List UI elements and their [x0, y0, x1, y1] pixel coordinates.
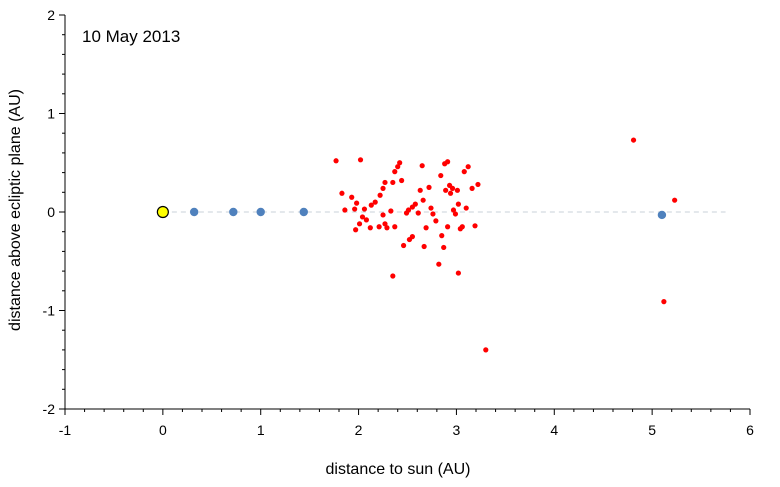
asteroid-point — [390, 273, 396, 279]
y-tick-label: 0 — [47, 204, 55, 220]
asteroid-point — [349, 194, 355, 200]
asteroid-point — [382, 221, 388, 227]
sun-point — [156, 205, 169, 219]
asteroid-point — [356, 221, 363, 227]
asteroid-point — [384, 225, 390, 231]
asteroid-point — [452, 211, 459, 217]
asteroid-point — [447, 190, 454, 196]
asteroid-point — [449, 185, 456, 191]
x-axis-title: distance to sun (AU) — [326, 461, 471, 478]
asteroid-point — [438, 172, 444, 179]
asteroid-point — [399, 177, 405, 184]
x-tick-label: 0 — [159, 422, 167, 438]
x-tick-label: -1 — [59, 422, 72, 438]
asteroid-point — [475, 181, 481, 188]
asteroid-point — [405, 207, 412, 213]
asteroid-point — [433, 218, 439, 224]
asteroid-point — [392, 224, 398, 230]
asteroid-point — [439, 233, 445, 239]
date-annotation: 10 May 2013 — [82, 27, 180, 46]
asteroid-point — [412, 201, 418, 207]
asteroid-point — [419, 163, 425, 169]
y-tick-label: 1 — [47, 106, 55, 122]
x-tick-label: 2 — [355, 422, 363, 438]
asteroid-point — [436, 261, 442, 267]
asteroid-point — [630, 137, 637, 143]
asteroid-point — [417, 187, 423, 193]
y-tick-label: -1 — [43, 303, 56, 319]
data-points — [156, 137, 678, 353]
planet-point — [229, 207, 238, 217]
x-axis-ticks: -1 0 1 2 3 4 5 6 — [59, 409, 754, 438]
asteroid-point — [382, 179, 388, 186]
asteroid-point — [483, 347, 489, 353]
asteroid-point — [430, 211, 436, 217]
asteroid-point — [333, 158, 339, 164]
asteroid-point — [415, 210, 421, 216]
y-axis-ticks: -2 -1 0 1 2 — [43, 7, 65, 417]
asteroid-point — [359, 214, 366, 220]
asteroid-point — [376, 224, 382, 230]
x-tick-label: 3 — [453, 422, 461, 438]
y-axis-title: distance above ecliptic plane (AU) — [7, 89, 24, 331]
asteroid-point — [380, 212, 386, 218]
x-tick-label: 6 — [746, 422, 754, 438]
asteroid-point — [459, 224, 465, 230]
asteroid-point — [363, 217, 369, 223]
asteroid-point — [421, 243, 427, 250]
asteroid-point — [441, 244, 447, 251]
asteroid-point — [354, 200, 360, 206]
asteroid-point — [463, 205, 469, 211]
x-tick-label: 4 — [550, 422, 558, 438]
asteroid-point — [469, 185, 475, 191]
asteroid-point — [672, 197, 678, 203]
asteroid-point — [372, 199, 378, 205]
asteroid-point — [400, 242, 407, 249]
asteroid-point — [352, 206, 358, 212]
planet-point — [657, 210, 667, 220]
x-tick-label: 1 — [257, 422, 265, 438]
x-tick-label: 5 — [648, 422, 656, 438]
asteroid-point — [380, 185, 386, 191]
asteroid-point — [390, 179, 396, 186]
asteroid-point — [361, 206, 368, 212]
asteroid-point — [455, 270, 461, 276]
asteroid-point — [661, 299, 667, 305]
asteroid-point — [368, 202, 374, 208]
planet-point — [189, 207, 199, 217]
asteroid-point — [472, 223, 478, 229]
asteroid-point — [353, 227, 359, 233]
asteroid-point — [465, 164, 471, 170]
asteroid-point — [443, 187, 449, 193]
asteroid-point — [395, 164, 401, 170]
asteroid-point — [426, 184, 432, 190]
asteroid-point — [388, 208, 394, 214]
asteroid-point — [397, 160, 403, 166]
asteroid-point — [342, 207, 348, 213]
asteroid-point — [339, 190, 345, 196]
y-tick-label: 2 — [47, 7, 55, 23]
asteroid-point — [461, 169, 467, 175]
asteroid-point — [455, 201, 461, 207]
planet-point — [299, 207, 308, 217]
asteroid-point — [420, 197, 426, 203]
asteroid-point — [445, 224, 451, 230]
asteroid-point — [428, 205, 434, 211]
asteroid-point — [450, 207, 457, 213]
asteroid-point — [445, 159, 451, 165]
y-tick-label: -2 — [43, 401, 56, 417]
planet-point — [256, 207, 265, 217]
asteroid-point — [409, 234, 415, 240]
asteroid-point — [454, 187, 461, 193]
asteroid-point — [392, 169, 398, 175]
asteroid-point — [423, 225, 429, 231]
asteroid-point — [377, 192, 383, 198]
asteroid-point — [367, 225, 373, 231]
asteroid-point — [357, 157, 364, 163]
